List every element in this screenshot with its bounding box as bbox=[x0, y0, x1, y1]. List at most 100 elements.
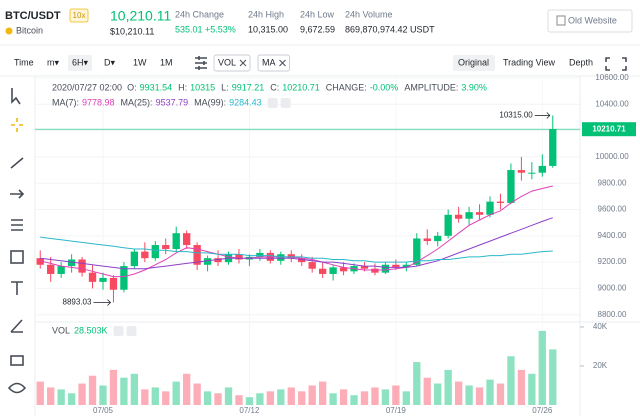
old-website-button[interactable] bbox=[547, 9, 633, 33]
volume-bar bbox=[517, 369, 526, 405]
candle-body bbox=[444, 214, 452, 236]
line-tool[interactable] bbox=[10, 157, 24, 169]
x-tick-label: 07/12 bbox=[239, 406, 260, 415]
volume-bar bbox=[47, 387, 55, 405]
candle-body bbox=[203, 258, 212, 265]
volume-bar bbox=[360, 391, 369, 405]
volume-bar bbox=[277, 389, 285, 405]
fullscreen-icon[interactable] bbox=[605, 57, 627, 71]
volume-bar bbox=[141, 389, 149, 405]
interval-option[interactable]: m▾ bbox=[47, 57, 59, 67]
candle-body bbox=[120, 266, 128, 290]
candle-body bbox=[381, 264, 390, 273]
stat-value: 869,870,974.42 USDT bbox=[345, 24, 435, 34]
volume-bar bbox=[528, 373, 536, 405]
indicator-remove[interactable] bbox=[239, 59, 247, 67]
info-value: 9931.54 bbox=[140, 82, 173, 92]
stat-label: 24h Volume bbox=[345, 9, 393, 19]
vol-settings[interactable] bbox=[113, 326, 124, 336]
arrow-tool[interactable] bbox=[10, 189, 25, 199]
candle-body bbox=[99, 277, 107, 282]
cursor-tool[interactable] bbox=[11, 88, 21, 105]
volume-bar bbox=[371, 387, 379, 405]
volume-bar bbox=[120, 377, 128, 405]
vol-hide[interactable] bbox=[126, 326, 137, 336]
visibility-tool[interactable] bbox=[7, 382, 27, 394]
y-tick-label: 9200.00 bbox=[598, 257, 627, 266]
volume-bar bbox=[381, 389, 390, 405]
crosshair-tool[interactable] bbox=[11, 118, 23, 132]
volume-bar bbox=[36, 381, 44, 405]
volume-bar bbox=[444, 369, 452, 405]
volume-bar bbox=[413, 362, 421, 405]
volume-bar bbox=[172, 381, 180, 405]
shape-tool[interactable] bbox=[10, 250, 24, 264]
info-label: AMPLITUDE: bbox=[404, 82, 458, 92]
indicator-chip[interactable] bbox=[213, 54, 251, 72]
interval-option[interactable]: 1M bbox=[160, 57, 173, 67]
indicator-chip[interactable] bbox=[257, 54, 290, 72]
volume-bar bbox=[88, 375, 97, 405]
candle-body bbox=[339, 267, 348, 272]
volume-bar bbox=[235, 395, 243, 405]
candle-body bbox=[538, 165, 546, 173]
candle-body bbox=[423, 238, 431, 242]
volume-bar bbox=[434, 383, 442, 405]
ma-legend-value: 9778.98 bbox=[82, 97, 115, 107]
coin-name: Bitcoin bbox=[16, 25, 43, 35]
ma-settings[interactable] bbox=[267, 98, 278, 108]
volume-bar bbox=[245, 397, 254, 405]
fib-tool[interactable] bbox=[11, 219, 23, 231]
interval-option[interactable]: 1W bbox=[133, 57, 147, 67]
volume-bar bbox=[224, 387, 233, 405]
text-tool[interactable] bbox=[11, 281, 23, 295]
vol-legend-name: VOL bbox=[52, 325, 70, 335]
volume-bar bbox=[507, 356, 515, 405]
high-label: 10315.00 bbox=[499, 111, 533, 120]
view-option[interactable]: Depth bbox=[569, 57, 593, 67]
volume-bar bbox=[465, 385, 473, 405]
volume-bar bbox=[496, 383, 505, 405]
lock-tool[interactable] bbox=[10, 355, 24, 366]
info-label: O: bbox=[127, 82, 137, 92]
ma-legend-name: MA(7): bbox=[52, 97, 79, 107]
x-tick-label: 07/05 bbox=[93, 406, 114, 415]
candle-body bbox=[67, 259, 76, 267]
candle-body bbox=[475, 212, 484, 215]
interval-option[interactable]: D▾ bbox=[104, 57, 115, 67]
candle-body bbox=[496, 201, 505, 203]
ma-legend-value: 9537.79 bbox=[156, 97, 189, 107]
settings-icon[interactable] bbox=[195, 56, 207, 70]
interval-option[interactable]: 6H▾ bbox=[72, 57, 89, 67]
info-label: H: bbox=[178, 82, 187, 92]
view-option[interactable]: Original bbox=[458, 57, 489, 67]
volume-bar bbox=[57, 389, 65, 405]
info-value: 10210.71 bbox=[282, 82, 320, 92]
pair: BTC/USDT bbox=[5, 10, 61, 22]
candle-body bbox=[507, 170, 515, 203]
candle-body bbox=[256, 252, 264, 257]
info-time: 2020/07/27 02:00 bbox=[52, 82, 122, 92]
y-tick-label: 10000.00 bbox=[595, 152, 629, 161]
low-label: 8893.03 bbox=[63, 298, 92, 307]
candle-body bbox=[413, 238, 421, 265]
interval-option[interactable]: Time bbox=[14, 57, 34, 67]
volume-bar bbox=[287, 387, 295, 405]
candle-body bbox=[277, 254, 285, 261]
candle-body bbox=[360, 266, 369, 269]
ma-hide[interactable] bbox=[280, 98, 291, 108]
candle-body bbox=[329, 267, 337, 274]
volume-bar bbox=[308, 385, 316, 405]
indicator-remove[interactable] bbox=[279, 59, 286, 67]
measure-tool[interactable] bbox=[10, 319, 23, 333]
candle-body bbox=[298, 258, 306, 263]
indicator-label: VOL bbox=[218, 57, 236, 67]
volume-bar bbox=[162, 391, 170, 405]
candle-body bbox=[318, 268, 327, 274]
x-tick-label: 07/26 bbox=[532, 406, 553, 415]
view-option[interactable]: Trading View bbox=[503, 57, 556, 67]
stat-label: 24h Change bbox=[175, 9, 224, 19]
old-website-label[interactable]: Old Website bbox=[568, 15, 617, 25]
candle-body bbox=[528, 172, 536, 174]
